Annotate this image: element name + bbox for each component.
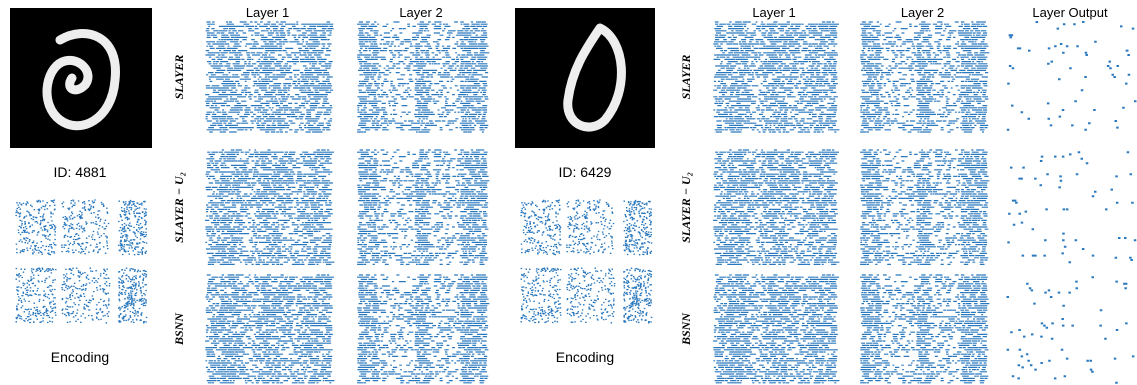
spike-raster (205, 275, 334, 383)
encoding-raster (16, 268, 148, 323)
spike-raster (713, 150, 839, 264)
spike-raster (357, 150, 489, 264)
spike-raster (1007, 277, 1135, 383)
encoding-raster (520, 200, 652, 255)
spike-raster (205, 22, 333, 132)
row-label: SLAYER − U₂ (172, 172, 186, 243)
encoding-label: Encoding (556, 349, 614, 365)
encoding-label: Encoding (51, 349, 109, 365)
row-label: SLAYER − U₂ (679, 172, 693, 243)
spike-raster (1007, 152, 1136, 262)
column-header: Layer 1 (752, 5, 795, 20)
spike-raster (357, 275, 489, 383)
row-label: SLAYER (172, 55, 186, 100)
spike-raster (713, 22, 839, 132)
column-header: Layer 2 (399, 5, 442, 20)
spike-raster (1007, 22, 1137, 130)
column-header: Layer 2 (901, 5, 944, 20)
column-header: Layer Output (1032, 5, 1108, 20)
row-label: BSNN (679, 312, 693, 346)
row-label: SLAYER (679, 55, 693, 100)
encoding-raster (15, 200, 147, 255)
encoding-raster (521, 268, 653, 323)
spike-raster (357, 22, 489, 132)
row-label: BSNN (172, 312, 186, 346)
spike-raster (713, 275, 839, 383)
sample-id: ID: 6429 (559, 164, 612, 180)
sample-id: ID: 4881 (54, 164, 107, 180)
spike-raster (860, 150, 989, 264)
column-header: Layer 1 (246, 5, 289, 20)
figure: Layer 1 Layer 2 SLAYER SLAYER − U₂ BSNN ID: 4… (0, 0, 1137, 385)
spike-raster (860, 275, 989, 383)
spike-raster (860, 22, 989, 132)
spike-raster (205, 150, 334, 264)
